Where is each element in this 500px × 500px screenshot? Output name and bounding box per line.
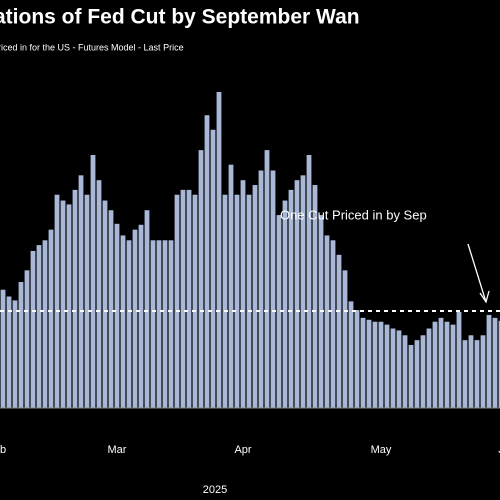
bar bbox=[336, 254, 342, 408]
bar bbox=[306, 154, 312, 408]
reference-label: One Cut Priced in by Sep bbox=[280, 207, 427, 222]
x-tick-label: Mar bbox=[108, 444, 127, 456]
bar bbox=[180, 189, 186, 408]
bar bbox=[288, 189, 294, 408]
bar bbox=[168, 240, 174, 408]
bar bbox=[30, 250, 36, 408]
bar bbox=[222, 194, 228, 408]
bar bbox=[204, 115, 210, 408]
bar bbox=[324, 235, 330, 408]
bar bbox=[66, 204, 72, 408]
bar bbox=[414, 340, 420, 408]
bar bbox=[174, 194, 180, 408]
bar bbox=[6, 296, 12, 408]
bar bbox=[126, 240, 132, 408]
bar bbox=[390, 328, 396, 408]
bar bbox=[276, 215, 282, 408]
bar bbox=[0, 289, 6, 408]
bar bbox=[348, 301, 354, 408]
bar bbox=[150, 240, 156, 408]
chart-title: ations of Fed Cut by September Wan bbox=[0, 6, 360, 29]
x-tick-label: b bbox=[0, 444, 6, 456]
bar bbox=[438, 317, 444, 408]
bar bbox=[492, 317, 498, 408]
bar bbox=[300, 175, 306, 408]
bar bbox=[282, 200, 288, 408]
bar bbox=[132, 229, 138, 408]
bar bbox=[78, 175, 84, 408]
bar bbox=[138, 224, 144, 408]
bar bbox=[108, 210, 114, 408]
bar bbox=[462, 340, 468, 408]
bar bbox=[162, 240, 168, 408]
x-tick-label: May bbox=[371, 444, 392, 456]
bar bbox=[114, 223, 120, 408]
bar bbox=[372, 321, 378, 408]
bar bbox=[210, 129, 216, 408]
bar bbox=[408, 344, 414, 408]
bar bbox=[96, 180, 102, 408]
bar bbox=[270, 170, 276, 408]
bar bbox=[330, 240, 336, 408]
bar bbox=[432, 321, 438, 408]
bar bbox=[198, 150, 204, 408]
bar bbox=[60, 200, 66, 408]
bar bbox=[240, 180, 246, 408]
bar bbox=[144, 210, 150, 408]
bar bbox=[420, 335, 426, 408]
bar bbox=[378, 321, 384, 408]
bar bbox=[312, 185, 318, 408]
bar bbox=[102, 200, 108, 408]
bar bbox=[396, 330, 402, 408]
x-tick-label: J bbox=[498, 444, 500, 456]
bar bbox=[216, 91, 222, 408]
bar bbox=[72, 189, 78, 408]
bar bbox=[156, 240, 162, 408]
bar bbox=[360, 317, 366, 408]
bar bbox=[48, 229, 54, 408]
bar bbox=[36, 245, 42, 408]
bar bbox=[18, 281, 24, 408]
bar bbox=[366, 319, 372, 408]
bar bbox=[12, 300, 18, 408]
bar bbox=[90, 154, 96, 408]
bar bbox=[186, 189, 192, 408]
bar bbox=[384, 324, 390, 408]
bar bbox=[456, 312, 462, 408]
bar bbox=[246, 194, 252, 408]
bar bbox=[450, 324, 456, 408]
bar bbox=[192, 194, 198, 408]
bar bbox=[24, 270, 30, 408]
bar bbox=[228, 164, 234, 408]
bar bbox=[264, 150, 270, 408]
bar bbox=[54, 194, 60, 408]
bar bbox=[234, 194, 240, 408]
bar bbox=[426, 328, 432, 408]
bar bbox=[486, 314, 492, 408]
bar bbox=[342, 270, 348, 408]
chart-subtitle: riced in for the US - Futures Model - La… bbox=[0, 42, 184, 52]
bar bbox=[120, 235, 126, 408]
bar bbox=[84, 194, 90, 408]
bar bbox=[354, 310, 360, 408]
x-tick-label: Apr bbox=[234, 444, 251, 456]
bar bbox=[252, 185, 258, 408]
bar bbox=[444, 321, 450, 408]
bar bbox=[258, 170, 264, 408]
bar bbox=[468, 335, 474, 408]
annotation-arrow bbox=[467, 243, 490, 304]
bar bbox=[474, 340, 480, 408]
bar bbox=[294, 180, 300, 408]
bar bbox=[42, 240, 48, 408]
x-group-label: 2025 bbox=[203, 484, 227, 496]
bar bbox=[402, 335, 408, 408]
bar bbox=[480, 335, 486, 408]
bar bbox=[498, 320, 500, 408]
